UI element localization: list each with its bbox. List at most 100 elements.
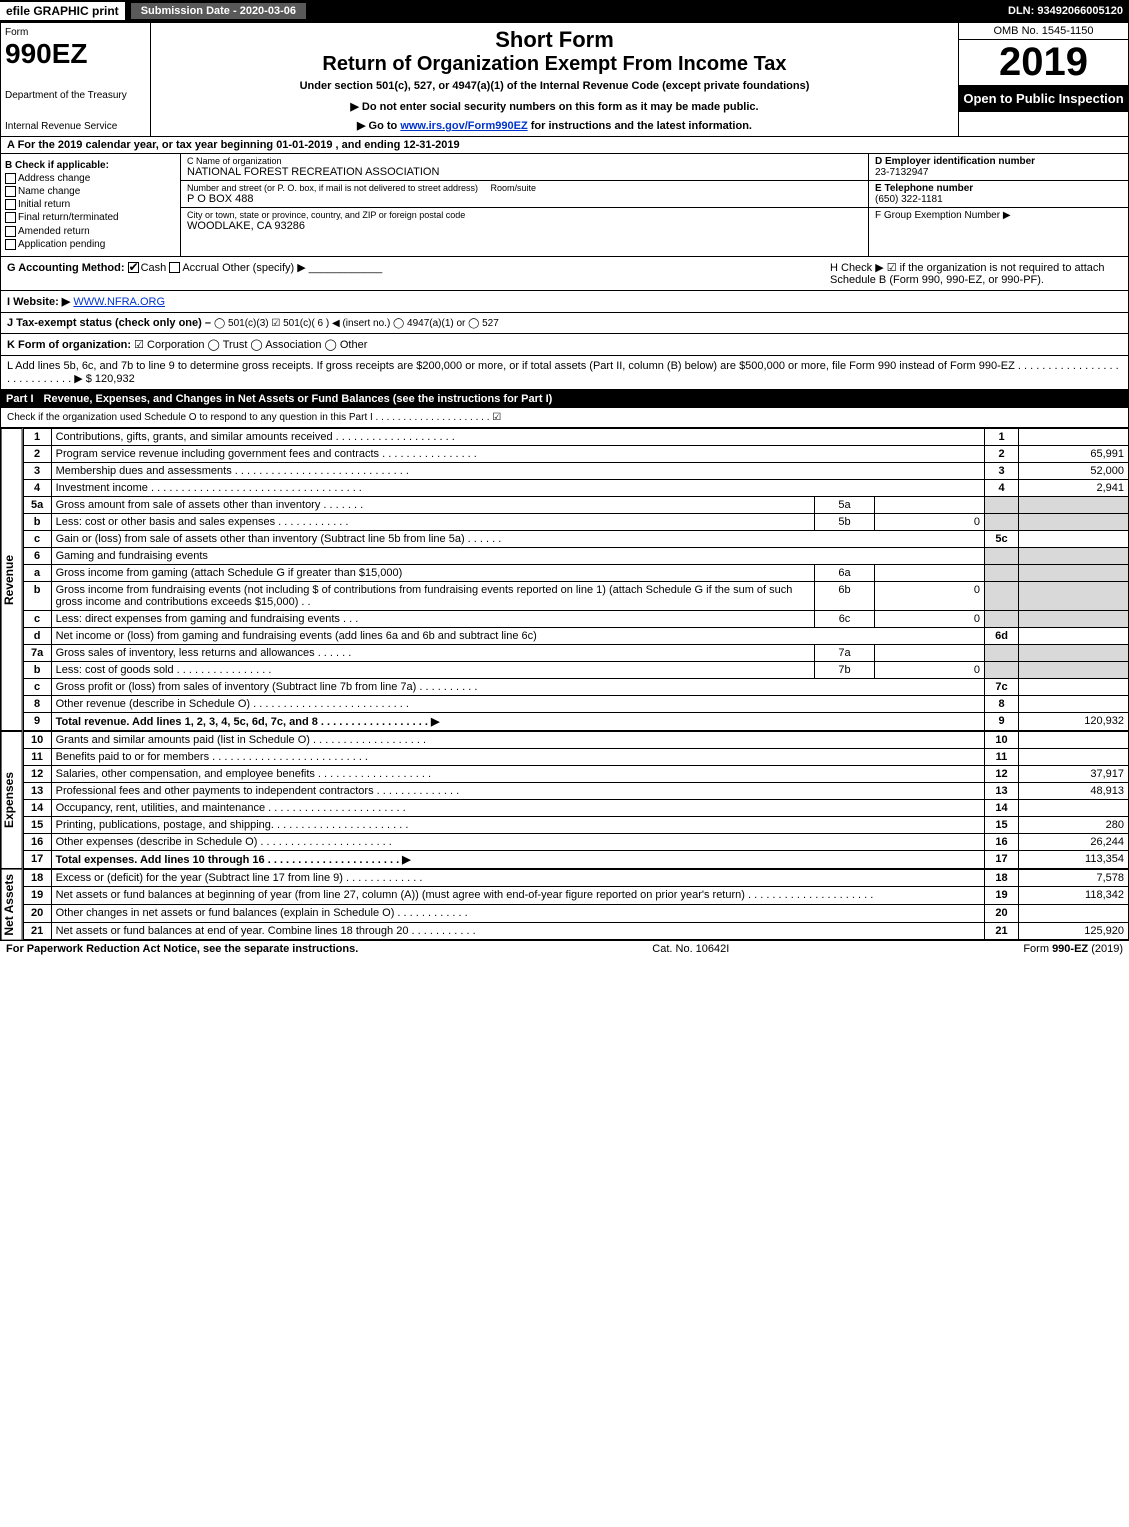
line-20: 20Other changes in net assets or fund ba… — [23, 905, 1128, 923]
row-gh: G Accounting Method: Cash Accrual Other … — [0, 257, 1129, 291]
org-name: NATIONAL FOREST RECREATION ASSOCIATION — [187, 166, 862, 178]
org-address: P O BOX 488 — [187, 193, 862, 205]
g-other: Other (specify) ▶ — [222, 262, 306, 274]
part1-check: Check if the organization used Schedule … — [0, 408, 1129, 428]
chk-amended-return[interactable] — [5, 226, 16, 237]
revenue-vlabel: Revenue — [1, 428, 23, 731]
line-7b: bLess: cost of goods sold . . . . . . . … — [23, 661, 1128, 678]
line-5c: cGain or (loss) from sale of assets othe… — [23, 530, 1128, 547]
expenses-table: 10Grants and similar amounts paid (list … — [23, 731, 1129, 869]
row-a-taxyear: A For the 2019 calendar year, or tax yea… — [0, 137, 1129, 154]
ssn-notice: ▶ Do not enter social security numbers o… — [159, 100, 950, 113]
top-bar: efile GRAPHIC print Submission Date - 20… — [0, 0, 1129, 22]
header-left: Form 990EZ Department of the Treasury In… — [1, 23, 151, 136]
part1-title: Revenue, Expenses, and Changes in Net As… — [44, 393, 553, 405]
efile-label[interactable]: efile GRAPHIC print — [0, 2, 125, 20]
footer-mid: Cat. No. 10642I — [652, 943, 729, 955]
open-inspection: Open to Public Inspection — [959, 85, 1128, 112]
h-text: H Check ▶ ☑ if the organization is not r… — [822, 261, 1122, 286]
line-4: 4Investment income . . . . . . . . . . .… — [23, 479, 1128, 496]
header-mid: Short Form Return of Organization Exempt… — [151, 23, 958, 136]
chk-initial-return[interactable] — [5, 199, 16, 210]
row-k: K Form of organization: ☑ Corporation ◯ … — [0, 334, 1129, 356]
k-label: K Form of organization: — [7, 339, 131, 351]
e-label: E Telephone number — [875, 183, 973, 194]
b-item-1: Name change — [18, 186, 80, 197]
f-label: F Group Exemption Number ▶ — [875, 210, 1011, 221]
line-13: 13Professional fees and other payments t… — [23, 782, 1128, 799]
i-label: I Website: ▶ — [7, 296, 70, 308]
page-footer: For Paperwork Reduction Act Notice, see … — [0, 940, 1129, 957]
line-8: 8Other revenue (describe in Schedule O) … — [23, 695, 1128, 712]
line-9: 9Total revenue. Add lines 1, 2, 3, 4, 5c… — [23, 712, 1128, 730]
chk-name-change[interactable] — [5, 186, 16, 197]
line-6: 6Gaming and fundraising events — [23, 547, 1128, 564]
line-12: 12Salaries, other compensation, and empl… — [23, 765, 1128, 782]
g-cash: Cash — [141, 262, 167, 274]
j-opts: ◯ 501(c)(3) ☑ 501(c)( 6 ) ◀ (insert no.)… — [214, 318, 499, 329]
goto-link[interactable]: www.irs.gov/Form990EZ — [400, 120, 527, 132]
line-14: 14Occupancy, rent, utilities, and mainte… — [23, 799, 1128, 816]
info-grid: B Check if applicable: Address change Na… — [0, 154, 1129, 257]
header-right: OMB No. 1545-1150 2019 Open to Public In… — [958, 23, 1128, 136]
box-c: C Name of organization NATIONAL FOREST R… — [181, 154, 868, 256]
line-15: 15Printing, publications, postage, and s… — [23, 816, 1128, 833]
b-item-0: Address change — [18, 173, 90, 184]
netassets-table: 18Excess or (deficit) for the year (Subt… — [23, 869, 1129, 941]
form-number: 990EZ — [5, 38, 146, 70]
g-accrual: Accrual — [182, 262, 219, 274]
line-16: 16Other expenses (describe in Schedule O… — [23, 833, 1128, 850]
d-label: D Employer identification number — [875, 156, 1035, 167]
line-6b: bGross income from fundraising events (n… — [23, 581, 1128, 610]
irs-label: Internal Revenue Service — [5, 121, 146, 132]
dln-label: DLN: 93492066005120 — [1008, 5, 1129, 17]
row-j: J Tax-exempt status (check only one) – ◯… — [0, 313, 1129, 334]
line-6c: cLess: direct expenses from gaming and f… — [23, 610, 1128, 627]
line-5a: 5aGross amount from sale of assets other… — [23, 496, 1128, 513]
ein-value: 23-7132947 — [875, 167, 928, 178]
c-addr-label: Number and street (or P. O. box, if mail… — [187, 183, 478, 193]
tax-year: 2019 — [959, 40, 1128, 85]
line-1: 1Contributions, gifts, grants, and simil… — [23, 428, 1128, 445]
dept-label: Department of the Treasury — [5, 90, 146, 101]
footer-right: Form 990-EZ (2019) — [1023, 943, 1123, 955]
row-l: L Add lines 5b, 6c, and 7b to line 9 to … — [0, 356, 1129, 390]
goto-pre: ▶ Go to — [357, 120, 400, 132]
b-item-2: Initial return — [18, 199, 70, 210]
goto-line: ▶ Go to www.irs.gov/Form990EZ for instru… — [159, 119, 950, 132]
k-opts: ☑ Corporation ◯ Trust ◯ Association ◯ Ot… — [134, 339, 367, 351]
line-11: 11Benefits paid to or for members . . . … — [23, 748, 1128, 765]
box-def: D Employer identification number23-71329… — [868, 154, 1128, 256]
line-19: 19Net assets or fund balances at beginni… — [23, 887, 1128, 905]
under-section: Under section 501(c), 527, or 4947(a)(1)… — [159, 80, 950, 92]
c-name-label: C Name of organization — [187, 156, 862, 166]
b-item-5: Application pending — [18, 239, 105, 250]
b-item-3: Final return/terminated — [18, 213, 119, 224]
netassets-vlabel: Net Assets — [1, 869, 23, 941]
line-3: 3Membership dues and assessments . . . .… — [23, 462, 1128, 479]
row-i: I Website: ▶ WWW.NFRA.ORG — [0, 291, 1129, 313]
line-10: 10Grants and similar amounts paid (list … — [23, 731, 1128, 748]
c-city-label: City or town, state or province, country… — [187, 210, 862, 220]
part1-label: Part I — [6, 393, 34, 405]
line-2: 2Program service revenue including gover… — [23, 445, 1128, 462]
chk-final-return[interactable] — [5, 212, 16, 223]
line-17: 17Total expenses. Add lines 10 through 1… — [23, 850, 1128, 868]
netassets-section: Net Assets 18Excess or (deficit) for the… — [0, 869, 1129, 941]
revenue-table: 1Contributions, gifts, grants, and simil… — [23, 428, 1129, 731]
expenses-section: Expenses 10Grants and similar amounts pa… — [0, 731, 1129, 869]
line-21: 21Net assets or fund balances at end of … — [23, 922, 1128, 940]
website-link[interactable]: WWW.NFRA.ORG — [73, 296, 165, 308]
line-18: 18Excess or (deficit) for the year (Subt… — [23, 869, 1128, 887]
chk-application-pending[interactable] — [5, 239, 16, 250]
room-suite-label: Room/suite — [490, 183, 536, 193]
chk-address-change[interactable] — [5, 173, 16, 184]
short-form-title: Short Form — [159, 27, 950, 53]
expenses-vlabel: Expenses — [1, 731, 23, 869]
submission-date: Submission Date - 2020-03-06 — [131, 3, 306, 19]
omb-number: OMB No. 1545-1150 — [959, 23, 1128, 40]
revenue-section: Revenue 1Contributions, gifts, grants, a… — [0, 428, 1129, 731]
chk-accrual[interactable] — [169, 262, 180, 273]
form-header: Form 990EZ Department of the Treasury In… — [0, 22, 1129, 137]
chk-cash[interactable] — [128, 262, 139, 273]
